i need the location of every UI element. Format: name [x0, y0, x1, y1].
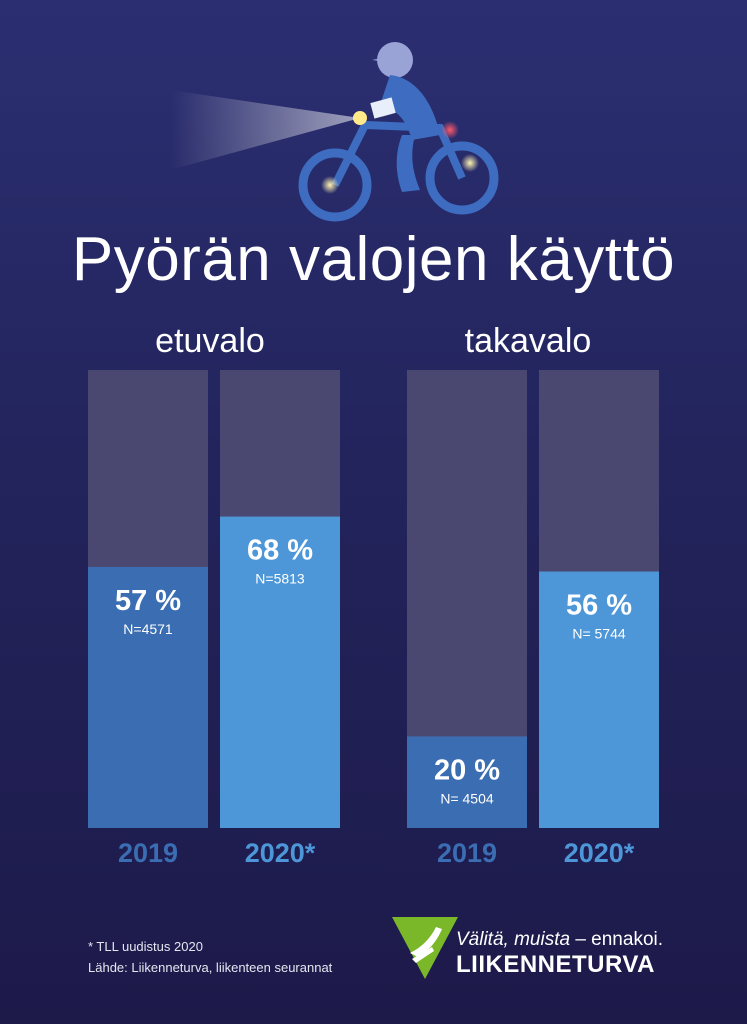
footnote-line-1: * TLL uudistus 2020 [88, 939, 203, 954]
year-label-1-2019: 2019 [437, 838, 497, 868]
bar-0-2020 [220, 516, 340, 828]
footnote: * TLL uudistus 2020 Lähde: Liikenneturva… [88, 936, 332, 978]
rear-wheel-reflector [461, 154, 479, 172]
year-label-0-2019: 2019 [118, 838, 178, 868]
group-label-etuvalo: etuvalo [155, 322, 265, 360]
n-label-0-2019: N=4571 [123, 621, 173, 637]
rear-wheel [425, 141, 499, 215]
reflector [370, 97, 396, 119]
value-label-1-2020: 56 % [566, 590, 632, 622]
n-label-1-2019: N= 4504 [440, 790, 494, 806]
n-label-0-2020: N=5813 [255, 571, 305, 587]
value-label-0-2019: 57 % [115, 585, 181, 617]
front-wheel-reflector [321, 176, 339, 194]
headlight-beam [170, 90, 360, 170]
headlight [353, 111, 367, 125]
rider-leg [396, 135, 420, 192]
front-wheel [298, 148, 372, 222]
rider-body [380, 75, 440, 140]
footnote-line-2: Lähde: Liikenneturva, liikenteen seurann… [88, 960, 333, 975]
logo-brand: LIIKENNETURVA [456, 951, 655, 978]
n-label-1-2020: N= 5744 [572, 626, 626, 642]
cyclist-illustration [170, 42, 499, 222]
chart-title: Pyörän valojen käyttö [71, 225, 676, 294]
logo-slogan: Välitä, muista – ennakoi. [456, 929, 664, 950]
bar-1-2020 [539, 571, 659, 828]
year-label-1-2020: 2020* [564, 838, 635, 868]
bike-frame [331, 120, 466, 187]
value-label-0-2020: 68 % [247, 535, 313, 567]
group-label-takavalo: takavalo [464, 322, 592, 360]
liikenneturva-logo: Välitä, muista – ennakoi. LIIKENNETURVA [392, 917, 672, 979]
taillight [441, 121, 459, 139]
year-label-0-2020: 2020* [245, 838, 316, 868]
logo-mark-icon [392, 917, 458, 979]
bar-0-2019 [88, 566, 208, 828]
value-label-1-2019: 20 % [434, 754, 500, 786]
bar-1-2019 [407, 736, 527, 828]
